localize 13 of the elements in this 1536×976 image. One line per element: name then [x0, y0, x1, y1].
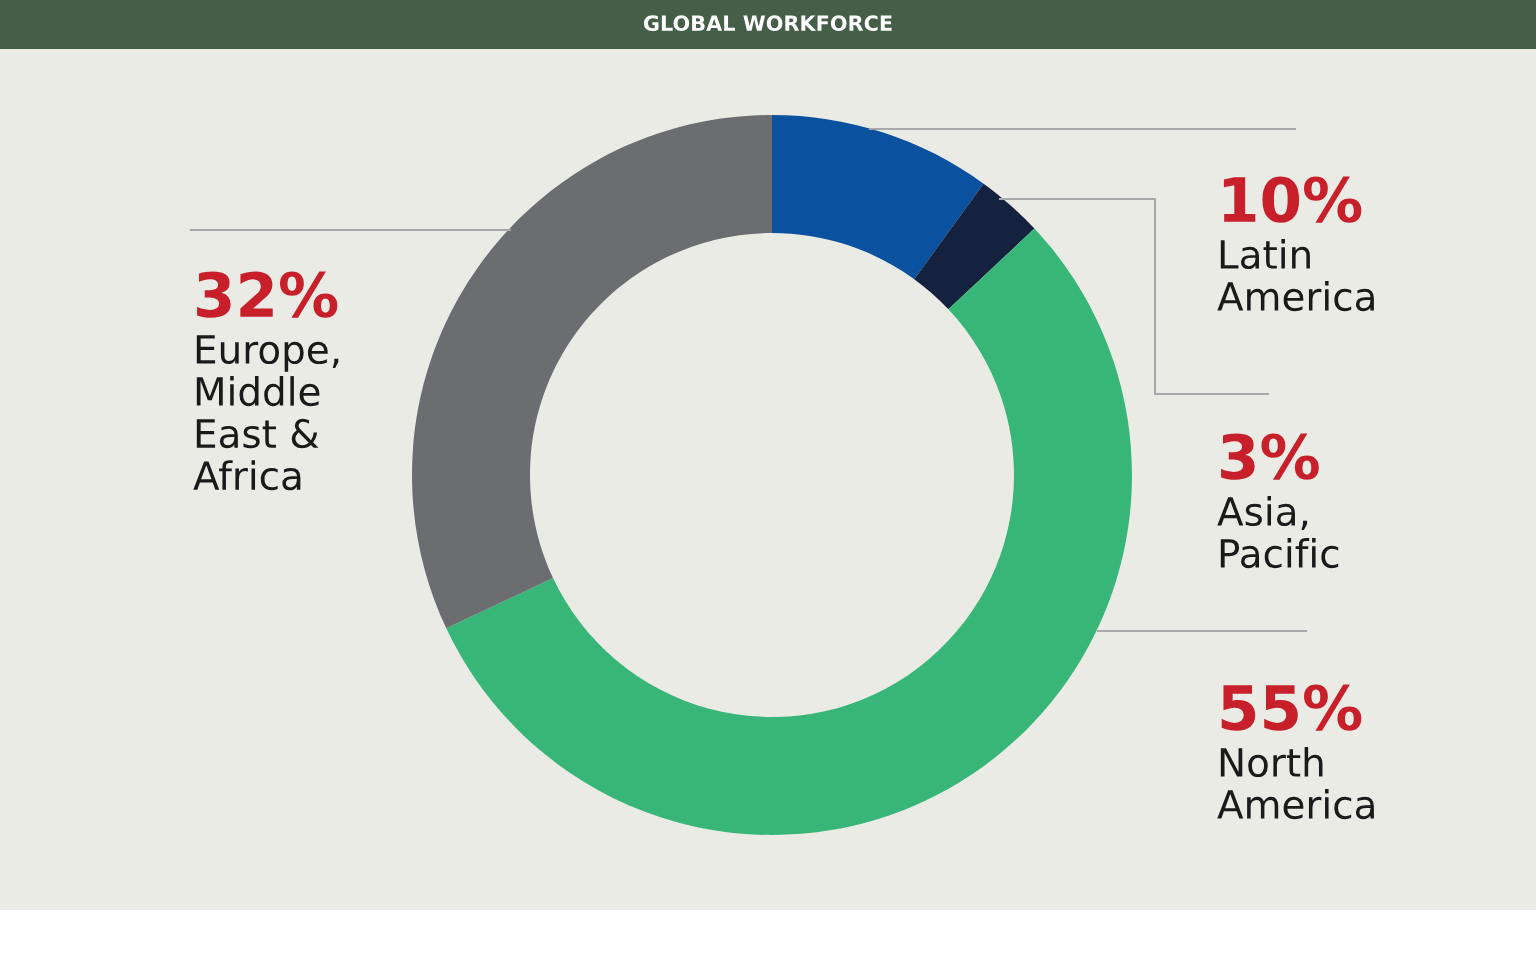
- slice-label: Europe, Middle East & Africa: [193, 335, 339, 491]
- data-label: 10%: [1223, 176, 1362, 223]
- donut-slice: [772, 115, 984, 280]
- data-label: 3%: [1221, 433, 1319, 480]
- slice-label: Latin America: [1217, 239, 1374, 312]
- slice-label: North America: [1217, 747, 1374, 820]
- donut-slice: [446, 228, 1132, 835]
- chart-title: GLOBAL WORKFORCE: [643, 15, 892, 32]
- data-label: 32%: [197, 271, 338, 318]
- slice-label: Asia, Pacific: [1217, 496, 1339, 569]
- data-label: 55%: [1221, 684, 1362, 731]
- donut-slice: [914, 183, 1035, 310]
- donut-slice: [412, 115, 772, 629]
